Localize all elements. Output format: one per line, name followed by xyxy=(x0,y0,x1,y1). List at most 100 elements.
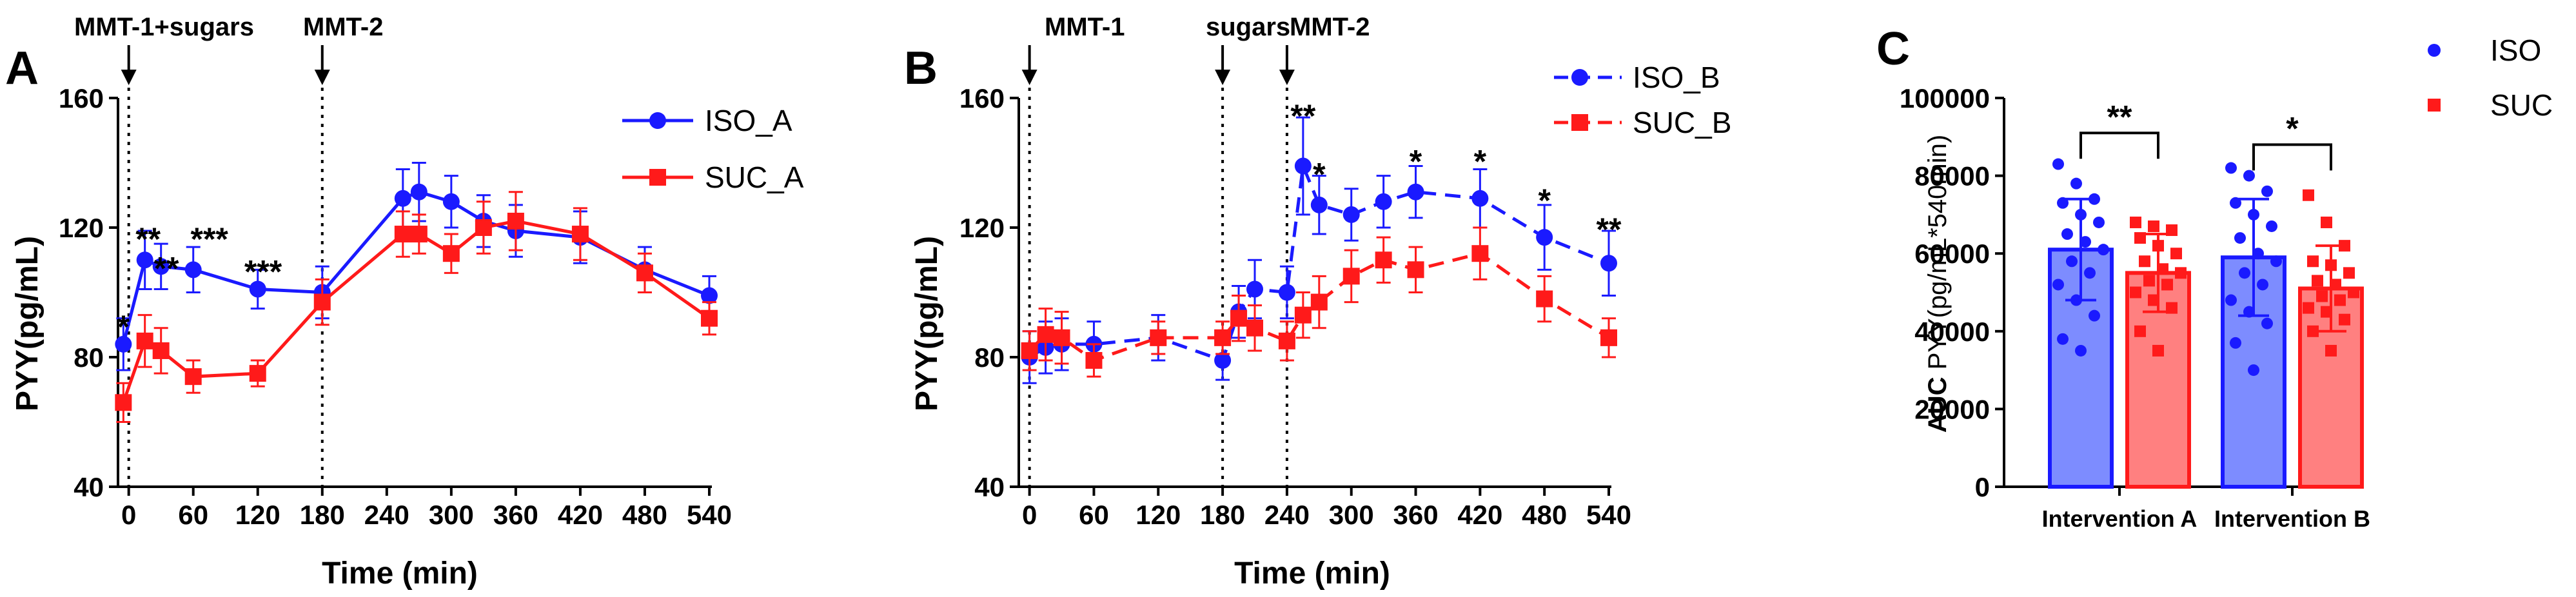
panel-a-point-iso-a xyxy=(184,261,202,279)
panel-c-point-iso xyxy=(2098,244,2109,256)
panel-a-x-axis-title: Time (min) xyxy=(322,556,478,591)
panel-a-point-suc-a xyxy=(410,226,428,243)
panel-a-point-suc-a xyxy=(442,245,460,262)
panel-c-point-iso xyxy=(2052,158,2064,170)
panel-a-point-suc-a xyxy=(507,212,524,230)
panel-c-point-iso xyxy=(2084,267,2096,279)
panel-a-y-tick-label: 120 xyxy=(59,213,104,243)
panel-b-y-axis-title: PYY(pg/mL) xyxy=(910,236,944,411)
panel-c-point-suc xyxy=(2312,275,2323,287)
panel-b-x-axis-title: Time (min) xyxy=(1234,556,1390,591)
panel-a-point-iso-a xyxy=(701,287,718,304)
panel-c-point-suc xyxy=(2152,344,2164,357)
panel-b-x-tick-label: 360 xyxy=(1393,500,1439,530)
panel-b-event-arrow-head xyxy=(1021,70,1037,85)
panel-b-legend: ISO_B SUC_B xyxy=(1554,61,1731,139)
panel-b-event-label-2: sugars xyxy=(1206,13,1290,41)
panel-c-point-suc xyxy=(2321,216,2332,228)
panel-a-significance-label: *** xyxy=(191,221,229,257)
panel-c-point-iso xyxy=(2061,228,2073,240)
panel-c-point-suc xyxy=(2143,275,2155,287)
panel-b-point-iso-b xyxy=(1600,255,1617,272)
panel-a-significance-label: * xyxy=(117,309,130,345)
panel-c-point-iso xyxy=(2270,255,2282,268)
panel-a-significance-label: ** xyxy=(135,221,161,257)
legend-label-iso-a: ISO_A xyxy=(705,104,792,137)
panel-c-letter: C xyxy=(1876,23,1910,75)
panel-b-x-tick-label: 420 xyxy=(1457,500,1502,530)
panel-a-x-tick-label: 240 xyxy=(364,500,409,530)
legend-label-suc-a: SUC_A xyxy=(705,161,804,194)
legend-marker-suc xyxy=(2428,99,2441,112)
panel-b-y-tick-label: 40 xyxy=(974,472,1005,502)
panel-b-x-tick-label: 120 xyxy=(1136,500,1181,530)
panel-a-point-suc-a xyxy=(249,365,266,382)
panel-c-point-iso xyxy=(2239,267,2250,279)
legend-label-iso: ISO xyxy=(2490,34,2541,67)
panel-a: A MMT-1+sugars MMT-2 PYY(pg/mL) Time (mi… xyxy=(5,13,804,591)
panel-b-point-suc-b xyxy=(1021,342,1038,359)
panel-b-point-suc-b xyxy=(1600,329,1617,346)
panel-c-significance-bracket xyxy=(2252,143,2332,171)
panel-c-point-suc xyxy=(2307,325,2319,337)
panel-b-y-tick-label: 120 xyxy=(959,213,1005,243)
panel-c-y-tick-label: 80000 xyxy=(1914,161,1990,191)
panel-a-point-iso-a xyxy=(136,251,153,269)
panel-b-y-tick-label: 80 xyxy=(974,342,1005,373)
panel-a-point-iso-a xyxy=(442,193,460,210)
panel-b-point-suc-b xyxy=(1230,309,1248,327)
panel-c-point-suc xyxy=(2339,313,2350,326)
panel-c-point-suc xyxy=(2307,255,2319,268)
panel-c-point-iso xyxy=(2234,232,2246,244)
panel-c-point-suc xyxy=(2157,263,2168,275)
panel-c-point-suc xyxy=(2339,240,2350,252)
panel-b-point-iso-b xyxy=(1471,190,1489,207)
panel-c-point-iso xyxy=(2252,248,2264,260)
panel-c-legend: ISO SUC xyxy=(2428,34,2553,122)
panel-a-x-tick-label: 300 xyxy=(429,500,474,530)
panel-a-y-axis-title: PYY(pg/mL) xyxy=(10,236,44,411)
panel-c-point-suc xyxy=(2148,220,2159,232)
panel-b-point-iso-b xyxy=(1294,157,1312,175)
panel-b-point-iso-b xyxy=(1375,193,1392,210)
panel-b-point-suc-b xyxy=(1310,293,1328,311)
panel-c-point-iso xyxy=(2057,197,2069,209)
panel-c-point-suc xyxy=(2343,267,2355,279)
panel-c-point-suc xyxy=(2148,294,2159,306)
panel-c-point-iso xyxy=(2261,185,2273,197)
panel-c-point-iso xyxy=(2075,208,2087,220)
panel-c-point-iso xyxy=(2225,294,2237,306)
panel-c-point-iso xyxy=(2052,279,2064,291)
panel-a-x-tick-label: 120 xyxy=(235,500,280,530)
panel-a-significance-label: *** xyxy=(244,253,282,289)
panel-c-point-iso xyxy=(2248,208,2259,220)
panel-c-point-suc xyxy=(2152,240,2164,252)
panel-a-point-iso-a xyxy=(152,258,170,275)
panel-b-event-label-3: MMT-2 xyxy=(1290,13,1370,41)
panel-a-point-suc-a xyxy=(136,332,153,349)
panel-c-point-iso xyxy=(2089,309,2100,322)
panel-b-x-tick-label: 240 xyxy=(1264,500,1310,530)
panel-c-point-suc xyxy=(2325,344,2337,357)
panel-c-y-tick-label: 20000 xyxy=(1914,394,1990,424)
panel-c-point-iso xyxy=(2225,162,2237,174)
panel-c-point-iso xyxy=(2243,170,2255,182)
panel-b-significance-label: ** xyxy=(1290,98,1315,134)
panel-c-point-iso xyxy=(2070,294,2082,306)
panel-c-y-tick-label: 100000 xyxy=(1900,83,1990,113)
panel-c-point-suc xyxy=(2330,279,2341,291)
panel-b-point-suc-b xyxy=(1536,290,1553,308)
panel-c-point-suc xyxy=(2166,302,2178,314)
legend-marker-iso-a xyxy=(649,112,666,129)
panel-a-x-tick-label: 60 xyxy=(178,500,208,530)
panel-c-y-axis-title-bold: AUC xyxy=(1923,377,1952,433)
panel-b-significance-label: * xyxy=(1538,182,1551,219)
panel-c-significance-label: * xyxy=(2286,110,2299,146)
panel-a-point-suc-a xyxy=(184,368,202,386)
panel-b-significance-label: ** xyxy=(1597,211,1622,248)
panel-a-point-iso-a xyxy=(410,183,428,201)
panel-b-event-label-1: MMT-1 xyxy=(1045,13,1125,41)
panel-b-y-tick-label: 160 xyxy=(959,83,1005,113)
